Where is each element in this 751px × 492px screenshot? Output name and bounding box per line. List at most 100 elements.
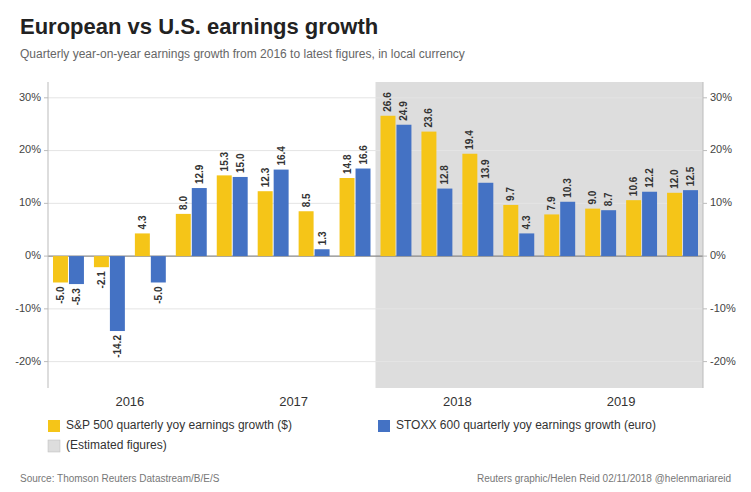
bar: [642, 192, 657, 256]
legend-swatch: [378, 420, 390, 432]
grid-line: [48, 308, 703, 309]
data-label: 15.0: [235, 153, 246, 173]
y2-tick: [703, 150, 707, 151]
y2-tick: [703, 203, 707, 204]
y-tick-label: 20%: [19, 143, 41, 155]
bar: [585, 209, 600, 256]
y-tick: [44, 97, 48, 98]
bar: [503, 205, 518, 256]
y-tick-label: 30%: [19, 91, 41, 103]
grid-line: [48, 361, 703, 362]
data-label: 7.9: [546, 196, 557, 210]
y2-tick-label: 30%: [710, 91, 732, 103]
legend-label: STOXX 600 quarterly yoy earnings growth …: [396, 418, 656, 432]
data-label: 9.0: [587, 190, 598, 204]
data-label: 10.6: [628, 176, 639, 196]
y2-tick: [703, 361, 707, 362]
y-tick: [44, 308, 48, 309]
data-label: 12.0: [669, 169, 680, 189]
y-tick-label: 10%: [19, 196, 41, 208]
bar: [381, 116, 396, 256]
legend-swatch: [48, 440, 60, 452]
data-label: 15.3: [219, 151, 230, 171]
bar: [356, 169, 371, 257]
legend-label: (Estimated figures): [66, 438, 167, 452]
y2-tick-label: 10%: [710, 196, 732, 208]
grid-line: [48, 150, 703, 151]
bar: [94, 256, 109, 267]
bar: [667, 193, 682, 256]
bar: [69, 256, 84, 284]
bar: [192, 188, 207, 256]
y-axis-line: [48, 82, 49, 388]
data-label: 4.3: [521, 215, 532, 229]
y2-tick: [703, 256, 707, 257]
bar: [217, 175, 232, 256]
y2-tick-label: -20%: [710, 355, 736, 367]
data-label: 1.3: [317, 231, 328, 245]
bar: [478, 183, 493, 256]
y2-tick-label: 0%: [710, 249, 726, 261]
data-label: -5.0: [153, 286, 164, 304]
y2-tick: [703, 308, 707, 309]
data-label: 13.9: [480, 159, 491, 179]
data-label: 9.7: [505, 187, 516, 201]
bar: [135, 233, 150, 256]
y2-tick-label: -10%: [710, 302, 736, 314]
data-label: -5.0: [55, 286, 66, 304]
data-labels: -5.0 -2.1 4.3 8.0 15.3 12.3 8.5 14.8 26.6 23.6 19.…: [55, 92, 696, 358]
bar: [176, 214, 191, 256]
data-label: -14.2: [112, 335, 123, 358]
source-note: Reuters graphic/Helen Reid 02/11/2018 @h…: [477, 473, 731, 484]
grid-line: [48, 97, 703, 98]
data-label: 12.2: [644, 168, 655, 188]
data-label: -2.1: [96, 271, 107, 289]
data-label: 8.5: [301, 193, 312, 207]
x-tick-label: 2019: [607, 394, 636, 409]
data-label: 12.3: [260, 167, 271, 187]
source-note: Source: Thomson Reuters Datastream/B/E/S: [20, 473, 220, 484]
bar: [437, 189, 452, 257]
x-tick-label: 2016: [115, 394, 144, 409]
bar: [274, 170, 289, 257]
data-label: 14.8: [342, 154, 353, 174]
data-label: 8.7: [603, 192, 614, 206]
subtitle: Quarterly year-on-year earnings growth f…: [20, 47, 465, 61]
y-tick-label: -10%: [15, 302, 41, 314]
bar: [626, 200, 641, 256]
data-label: 8.0: [178, 196, 189, 210]
data-label: 23.6: [423, 108, 434, 128]
data-label: 12.5: [685, 166, 696, 186]
bars: [53, 116, 698, 331]
x-tick-label: 2018: [443, 394, 472, 409]
y-tick: [44, 150, 48, 151]
bar: [560, 202, 575, 256]
data-label: 16.6: [358, 145, 369, 165]
y2-axis-line: [703, 82, 704, 388]
data-label: 12.9: [194, 164, 205, 184]
data-label: 12.8: [439, 165, 450, 185]
data-label: 19.4: [464, 130, 475, 150]
data-label: 10.3: [562, 178, 573, 198]
data-label: 24.9: [398, 101, 409, 121]
y-tick-label: 0%: [25, 249, 41, 261]
bar: [53, 256, 68, 282]
legend-label: S&P 500 quarterly yoy earnings growth ($…: [66, 418, 292, 432]
bar: [258, 191, 273, 256]
bar: [151, 256, 166, 282]
bar: [601, 210, 616, 256]
chart: European vs U.S. earnings growthQuarterl…: [0, 0, 751, 492]
bar: [233, 177, 248, 256]
bar: [340, 178, 355, 256]
bar: [110, 256, 125, 331]
bar: [299, 211, 314, 256]
bar: [396, 125, 411, 256]
data-label: 4.3: [137, 215, 148, 229]
y-tick: [44, 256, 48, 257]
bar: [519, 233, 534, 256]
data-label: 26.6: [382, 92, 393, 112]
legend-swatch: [48, 420, 60, 432]
y2-tick: [703, 97, 707, 98]
y2-tick-label: 20%: [710, 143, 732, 155]
bar: [544, 214, 559, 256]
